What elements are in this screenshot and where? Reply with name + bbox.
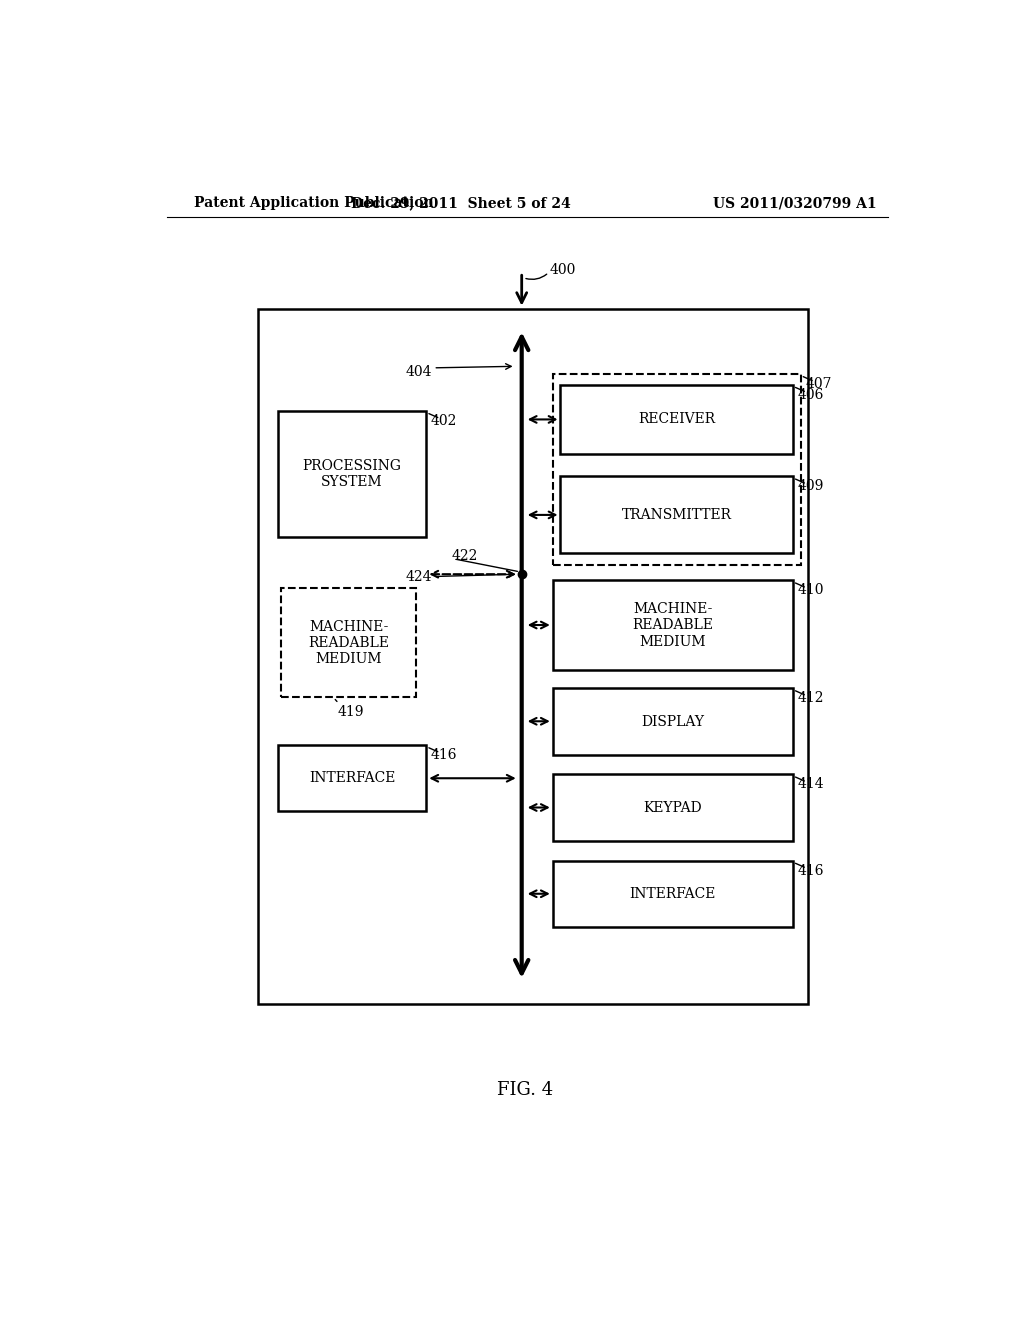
Bar — [560, 477, 793, 553]
Text: Patent Application Publication: Patent Application Publication — [194, 197, 433, 210]
Text: 412: 412 — [798, 692, 824, 705]
Bar — [258, 309, 809, 1003]
Text: 400: 400 — [550, 263, 575, 277]
Text: PROCESSING
SYSTEM: PROCESSING SYSTEM — [302, 459, 401, 490]
Text: 419: 419 — [337, 705, 364, 719]
Text: KEYPAD: KEYPAD — [643, 801, 702, 814]
Text: INTERFACE: INTERFACE — [630, 887, 716, 900]
Bar — [560, 385, 793, 454]
Text: FIG. 4: FIG. 4 — [497, 1081, 553, 1100]
Text: 406: 406 — [798, 388, 824, 401]
Text: MACHINE-
READABLE
MEDIUM: MACHINE- READABLE MEDIUM — [308, 619, 389, 665]
Text: Dec. 29, 2011  Sheet 5 of 24: Dec. 29, 2011 Sheet 5 of 24 — [351, 197, 571, 210]
Text: RECEIVER: RECEIVER — [638, 412, 715, 426]
Text: 407: 407 — [805, 378, 831, 391]
Text: TRANSMITTER: TRANSMITTER — [622, 508, 732, 521]
Text: INTERFACE: INTERFACE — [309, 771, 395, 785]
Bar — [278, 411, 426, 537]
Text: 414: 414 — [798, 777, 824, 792]
Bar — [553, 374, 801, 565]
Bar — [553, 688, 793, 755]
Bar — [553, 861, 793, 927]
Bar — [553, 775, 793, 841]
Bar — [282, 589, 417, 697]
Text: 404: 404 — [406, 366, 432, 379]
Text: 424: 424 — [406, 569, 432, 583]
Text: 409: 409 — [798, 479, 824, 494]
Text: 422: 422 — [452, 549, 478, 562]
Bar — [278, 744, 426, 812]
Bar — [553, 581, 793, 671]
Text: DISPLAY: DISPLAY — [641, 714, 705, 729]
Text: 416: 416 — [798, 863, 824, 878]
Text: US 2011/0320799 A1: US 2011/0320799 A1 — [713, 197, 877, 210]
Text: 410: 410 — [798, 583, 824, 598]
Text: 416: 416 — [431, 748, 458, 762]
Text: MACHINE-
READABLE
MEDIUM: MACHINE- READABLE MEDIUM — [633, 602, 714, 648]
Text: 402: 402 — [431, 414, 458, 428]
